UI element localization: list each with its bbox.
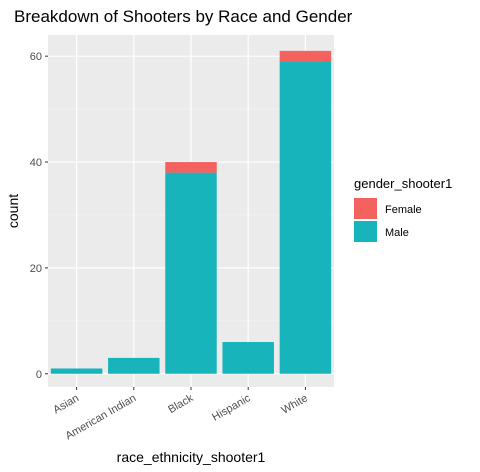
y-tick-label: 60 [30, 51, 42, 63]
y-tick-label: 0 [36, 369, 42, 381]
x-axis-title: race_ethnicity_shooter1 [117, 449, 266, 465]
bar-male-white [279, 61, 332, 374]
bar-male-american-indian [108, 357, 160, 374]
y-tick-label: 40 [30, 157, 42, 169]
legend-label-male: Male [385, 227, 409, 239]
legend-key-female [354, 198, 377, 219]
bar-male-hispanic [222, 342, 274, 374]
bar-female-black [165, 162, 217, 173]
legend-key-male [354, 221, 377, 242]
x-tick-label: Asian [51, 392, 81, 416]
legend-title: gender_shooter1 [354, 176, 452, 191]
bar-female-white [279, 50, 332, 62]
y-axis: 0 20 40 60 [30, 51, 48, 381]
legend-label-female: Female [385, 204, 422, 216]
bar-male-black [165, 172, 217, 374]
legend: gender_shooter1 Female Male [354, 176, 452, 242]
x-tick-label: Black [166, 392, 196, 416]
x-tick-label: Hispanic [210, 392, 253, 424]
x-tick-label: White [280, 392, 310, 416]
y-axis-title: count [5, 194, 21, 228]
chart-title: Breakdown of Shooters by Race and Gender [14, 7, 353, 26]
bars [50, 50, 332, 374]
bar-male-asian [50, 368, 103, 374]
y-tick-label: 20 [30, 263, 42, 275]
